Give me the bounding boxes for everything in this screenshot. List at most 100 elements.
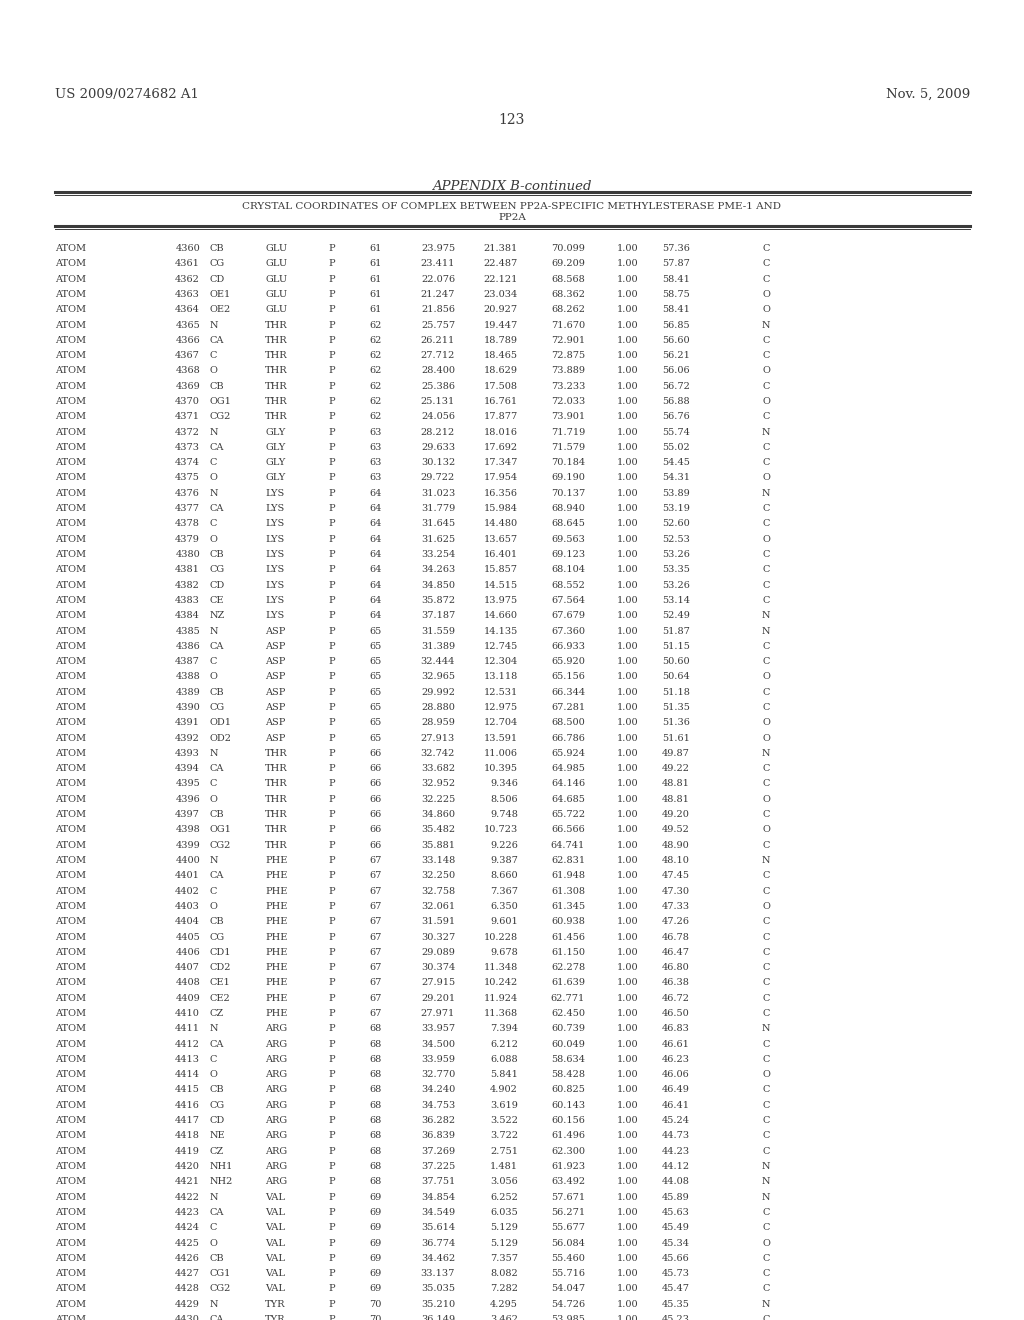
Text: CG2: CG2 <box>210 841 231 850</box>
Text: 64: 64 <box>370 488 382 498</box>
Text: 35.482: 35.482 <box>421 825 455 834</box>
Text: 53.14: 53.14 <box>662 595 690 605</box>
Text: 68: 68 <box>370 1117 382 1125</box>
Text: 56.76: 56.76 <box>663 412 690 421</box>
Text: 1.00: 1.00 <box>616 381 638 391</box>
Text: LYS: LYS <box>265 611 285 620</box>
Text: 19.447: 19.447 <box>483 321 518 330</box>
Text: ASP: ASP <box>265 688 286 697</box>
Text: GLU: GLU <box>265 275 287 284</box>
Text: ATOM: ATOM <box>55 704 86 711</box>
Text: 49.22: 49.22 <box>662 764 690 774</box>
Text: P: P <box>328 611 335 620</box>
Text: VAL: VAL <box>265 1192 285 1201</box>
Text: ATOM: ATOM <box>55 397 86 407</box>
Text: 33.682: 33.682 <box>421 764 455 774</box>
Text: ATOM: ATOM <box>55 428 86 437</box>
Text: 1.00: 1.00 <box>616 627 638 635</box>
Text: 22.076: 22.076 <box>421 275 455 284</box>
Text: CA: CA <box>210 444 224 451</box>
Text: 53.26: 53.26 <box>663 550 690 558</box>
Text: C: C <box>763 1284 770 1294</box>
Text: CG: CG <box>210 932 225 941</box>
Text: 4389: 4389 <box>175 688 200 697</box>
Text: 61: 61 <box>370 275 382 284</box>
Text: 34.753: 34.753 <box>421 1101 455 1110</box>
Text: C: C <box>763 1147 770 1156</box>
Text: 1.00: 1.00 <box>616 1177 638 1187</box>
Text: N: N <box>762 1177 770 1187</box>
Text: 23.975: 23.975 <box>421 244 455 253</box>
Text: ATOM: ATOM <box>55 780 86 788</box>
Text: 66: 66 <box>370 825 382 834</box>
Text: 4421: 4421 <box>175 1177 200 1187</box>
Text: CD: CD <box>210 581 225 590</box>
Text: C: C <box>763 688 770 697</box>
Text: 14.135: 14.135 <box>483 627 518 635</box>
Text: THR: THR <box>265 381 288 391</box>
Text: 68.940: 68.940 <box>551 504 585 513</box>
Text: ATOM: ATOM <box>55 1192 86 1201</box>
Text: N: N <box>210 488 218 498</box>
Text: 1.00: 1.00 <box>616 565 638 574</box>
Text: ATOM: ATOM <box>55 1224 86 1232</box>
Text: ATOM: ATOM <box>55 1117 86 1125</box>
Text: 55.74: 55.74 <box>663 428 690 437</box>
Text: ARG: ARG <box>265 1117 287 1125</box>
Text: P: P <box>328 519 335 528</box>
Text: 64: 64 <box>370 535 382 544</box>
Text: 4412: 4412 <box>175 1040 200 1048</box>
Text: 12.531: 12.531 <box>483 688 518 697</box>
Text: 4423: 4423 <box>175 1208 200 1217</box>
Text: 4.902: 4.902 <box>490 1085 518 1094</box>
Text: 62: 62 <box>370 367 382 375</box>
Text: 1.00: 1.00 <box>616 535 638 544</box>
Text: 69: 69 <box>370 1224 382 1232</box>
Text: O: O <box>762 902 770 911</box>
Text: 12.975: 12.975 <box>484 704 518 711</box>
Text: 67: 67 <box>370 871 382 880</box>
Text: 6.350: 6.350 <box>490 902 518 911</box>
Text: ATOM: ATOM <box>55 1177 86 1187</box>
Text: ATOM: ATOM <box>55 1162 86 1171</box>
Text: C: C <box>763 519 770 528</box>
Text: P: P <box>328 581 335 590</box>
Text: 3.722: 3.722 <box>489 1131 518 1140</box>
Text: ATOM: ATOM <box>55 964 86 972</box>
Text: C: C <box>763 581 770 590</box>
Text: P: P <box>328 1055 335 1064</box>
Text: 1.00: 1.00 <box>616 428 638 437</box>
Text: 60.049: 60.049 <box>551 1040 585 1048</box>
Text: ATOM: ATOM <box>55 657 86 667</box>
Text: 67.281: 67.281 <box>551 704 585 711</box>
Text: O: O <box>210 367 218 375</box>
Text: 63.492: 63.492 <box>551 1177 585 1187</box>
Text: 61: 61 <box>370 259 382 268</box>
Text: 4429: 4429 <box>175 1300 200 1308</box>
Text: 4425: 4425 <box>175 1238 200 1247</box>
Text: LYS: LYS <box>265 550 285 558</box>
Text: C: C <box>763 244 770 253</box>
Text: CB: CB <box>210 917 224 927</box>
Text: 58.428: 58.428 <box>551 1071 585 1080</box>
Text: ATOM: ATOM <box>55 948 86 957</box>
Text: 50.64: 50.64 <box>663 672 690 681</box>
Text: ARG: ARG <box>265 1101 287 1110</box>
Text: OG1: OG1 <box>210 397 231 407</box>
Text: ATOM: ATOM <box>55 734 86 743</box>
Text: 45.89: 45.89 <box>663 1192 690 1201</box>
Text: ATOM: ATOM <box>55 1008 86 1018</box>
Text: PHE: PHE <box>265 917 288 927</box>
Text: N: N <box>762 1024 770 1034</box>
Text: 4385: 4385 <box>175 627 200 635</box>
Text: 35.614: 35.614 <box>421 1224 455 1232</box>
Text: P: P <box>328 1085 335 1094</box>
Text: O: O <box>762 825 770 834</box>
Text: 13.591: 13.591 <box>484 734 518 743</box>
Text: 1.00: 1.00 <box>616 244 638 253</box>
Text: NZ: NZ <box>210 611 225 620</box>
Text: 1.00: 1.00 <box>616 1284 638 1294</box>
Text: N: N <box>762 611 770 620</box>
Text: 37.751: 37.751 <box>421 1177 455 1187</box>
Text: 4391: 4391 <box>175 718 200 727</box>
